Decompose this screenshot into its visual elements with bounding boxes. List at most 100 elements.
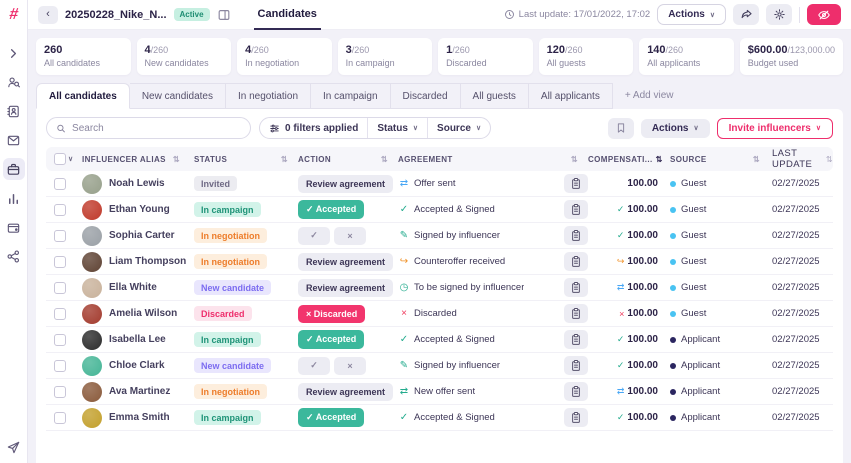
action-cell: Review agreement xyxy=(298,278,398,297)
settings-button[interactable] xyxy=(766,4,792,25)
sidebar-item-reports[interactable] xyxy=(3,187,25,209)
share-button[interactable] xyxy=(733,4,759,25)
stat-card-all-candidates[interactable]: 260 All candidates xyxy=(36,38,131,75)
column-status[interactable]: STATUS xyxy=(194,154,228,164)
chevron-down-icon: ∨ xyxy=(412,125,419,132)
sidebar-expand-icon[interactable] xyxy=(3,42,25,64)
view-tab-in-negotiation[interactable]: In negotiation xyxy=(225,83,312,109)
stat-card-in-campaign[interactable]: 3/260 In campaign xyxy=(337,38,433,75)
column-source[interactable]: SOURCE xyxy=(670,154,707,164)
row-checkbox[interactable] xyxy=(54,281,66,294)
row-checkbox[interactable] xyxy=(54,255,66,268)
sort-icon-active[interactable]: ⇅ xyxy=(655,154,663,164)
table-row[interactable]: Noah Lewis Invited Review agreement ⇄ Of… xyxy=(46,171,833,197)
table-row[interactable]: Chloe Clark New candidate ✓ × ✎ Signed by… xyxy=(46,353,833,379)
agreement-clipboard-button[interactable] xyxy=(564,330,588,349)
agreement-clipboard-button[interactable] xyxy=(564,408,588,427)
search-input[interactable] xyxy=(46,117,251,139)
agreement-label: Discarded xyxy=(414,308,457,319)
accept-button[interactable]: ✓ xyxy=(298,226,330,245)
accepted-button[interactable]: ✓ Accepted xyxy=(298,408,365,427)
row-checkbox[interactable] xyxy=(54,307,66,320)
table-row[interactable]: Ella White New candidate Review agreemen… xyxy=(46,275,833,301)
row-checkbox[interactable] xyxy=(54,333,66,346)
sidebar-item-contacts[interactable] xyxy=(3,100,25,122)
agreement-clipboard-button[interactable] xyxy=(564,200,588,219)
agreement-clipboard-button[interactable] xyxy=(564,252,588,271)
sidebar-item-audience-search[interactable] xyxy=(3,71,25,93)
accepted-button[interactable]: ✓ Accepted xyxy=(298,330,365,349)
agreement-clipboard-button[interactable] xyxy=(564,174,588,193)
add-view-button[interactable]: + Add view xyxy=(624,90,674,101)
column-last-update[interactable]: LAST UPDATE xyxy=(772,148,813,170)
hide-preview-button[interactable] xyxy=(807,4,841,25)
review-agreement-button[interactable]: Review agreement xyxy=(298,174,394,193)
column-agreement[interactable]: AGREEMENT xyxy=(398,154,453,164)
column-action[interactable]: ACTION xyxy=(298,154,332,164)
stat-card-all-applicants[interactable]: 140/260 All applicants xyxy=(639,38,734,75)
review-agreement-button[interactable]: Review agreement xyxy=(298,278,394,297)
status-filter-dropdown[interactable]: Status ∨ xyxy=(367,118,427,138)
header-actions-button[interactable]: Actions ∨ xyxy=(657,4,726,25)
sort-icon[interactable]: ⇅ xyxy=(752,154,760,164)
table-row[interactable]: Sophia Carter In negotiation ✓ × ✎ Signed… xyxy=(46,223,833,249)
agreement-clipboard-button[interactable] xyxy=(564,278,588,297)
review-agreement-button[interactable]: Review agreement xyxy=(298,252,394,271)
stat-card-new-candidates[interactable]: 4/260 New candidates xyxy=(136,38,232,75)
agreement-clipboard-button[interactable] xyxy=(564,382,588,401)
row-checkbox[interactable] xyxy=(54,411,66,424)
sort-icon[interactable]: ⇅ xyxy=(172,154,180,164)
tab-candidates[interactable]: Candidates xyxy=(253,0,321,30)
column-compensation[interactable]: COMPENSATI... xyxy=(588,154,653,164)
table-row[interactable]: Liam Thompson In negotiation Review agre… xyxy=(46,249,833,275)
sidebar-item-payments[interactable] xyxy=(3,216,25,238)
row-checkbox[interactable] xyxy=(54,177,66,190)
row-checkbox[interactable] xyxy=(54,385,66,398)
sort-icon[interactable]: ⇅ xyxy=(380,154,388,164)
stat-card-in-negotiation[interactable]: 4/260 In negotiation xyxy=(237,38,332,75)
review-agreement-button[interactable]: Review agreement xyxy=(298,382,394,401)
view-tab-all-candidates[interactable]: All candidates xyxy=(36,83,130,109)
sidebar-item-network[interactable] xyxy=(3,245,25,267)
stat-card-all-guests[interactable]: 120/260 All guests xyxy=(538,38,634,75)
sidebar-item-inbox[interactable] xyxy=(3,129,25,151)
bookmark-button[interactable] xyxy=(607,117,634,139)
sort-icon[interactable]: ⇅ xyxy=(280,154,288,164)
view-tab-all-guests[interactable]: All guests xyxy=(460,83,529,109)
table-row[interactable]: Isabella Lee In campaign ✓ Accepted ✓ Ac… xyxy=(46,327,833,353)
invite-influencers-button[interactable]: Invite influencers ∨ xyxy=(716,117,833,139)
filters-applied-button[interactable]: 0 filters applied xyxy=(260,118,367,138)
agreement-clipboard-button[interactable] xyxy=(564,226,588,245)
stat-card-budget-used[interactable]: $600.00/123,000.00 Budget used xyxy=(739,38,844,75)
table-actions-button[interactable]: Actions ∨ xyxy=(640,118,710,138)
table-row[interactable]: Ethan Young In campaign ✓ Accepted ✓ Acc… xyxy=(46,197,833,223)
sort-icon[interactable]: ⇅ xyxy=(825,154,833,164)
table-row[interactable]: Amelia Wilson Discarded × Discarded × Di… xyxy=(46,301,833,327)
sidebar-send-icon[interactable] xyxy=(3,441,25,463)
view-tab-in-campaign[interactable]: In campaign xyxy=(311,83,391,109)
view-tab-new-candidates[interactable]: New candidates xyxy=(129,83,226,109)
table-row[interactable]: Ava Martinez In negotiation Review agree… xyxy=(46,379,833,405)
view-tab-all-applicants[interactable]: All applicants xyxy=(528,83,613,109)
row-checkbox[interactable] xyxy=(54,203,66,216)
agreement-clipboard-button[interactable] xyxy=(564,356,588,375)
accepted-button[interactable]: ✓ Accepted xyxy=(298,200,365,219)
agreement-clipboard-button[interactable] xyxy=(564,304,588,323)
sort-icon[interactable]: ⇅ xyxy=(570,154,578,164)
reject-button[interactable]: × xyxy=(334,226,366,245)
reject-button[interactable]: × xyxy=(334,356,366,375)
table-row[interactable]: Emma Smith In campaign ✓ Accepted ✓ Acce… xyxy=(46,405,833,431)
column-influencer-alias[interactable]: INFLUENCER ALIAS xyxy=(82,154,166,164)
chevron-down-icon[interactable]: ∨ xyxy=(68,156,74,163)
stat-card-discarded[interactable]: 1/260 Discarded xyxy=(438,38,533,75)
source-filter-dropdown[interactable]: Source ∨ xyxy=(427,118,490,138)
view-tab-discarded[interactable]: Discarded xyxy=(390,83,461,109)
discarded-button[interactable]: × Discarded xyxy=(298,304,366,323)
select-all-checkbox[interactable] xyxy=(54,153,66,165)
row-checkbox[interactable] xyxy=(54,229,66,242)
row-checkbox[interactable] xyxy=(54,359,66,372)
board-columns-icon[interactable] xyxy=(217,8,231,22)
sidebar-item-campaigns[interactable] xyxy=(2,158,25,180)
accept-button[interactable]: ✓ xyxy=(298,356,330,375)
back-button[interactable]: ‹ xyxy=(38,5,58,24)
